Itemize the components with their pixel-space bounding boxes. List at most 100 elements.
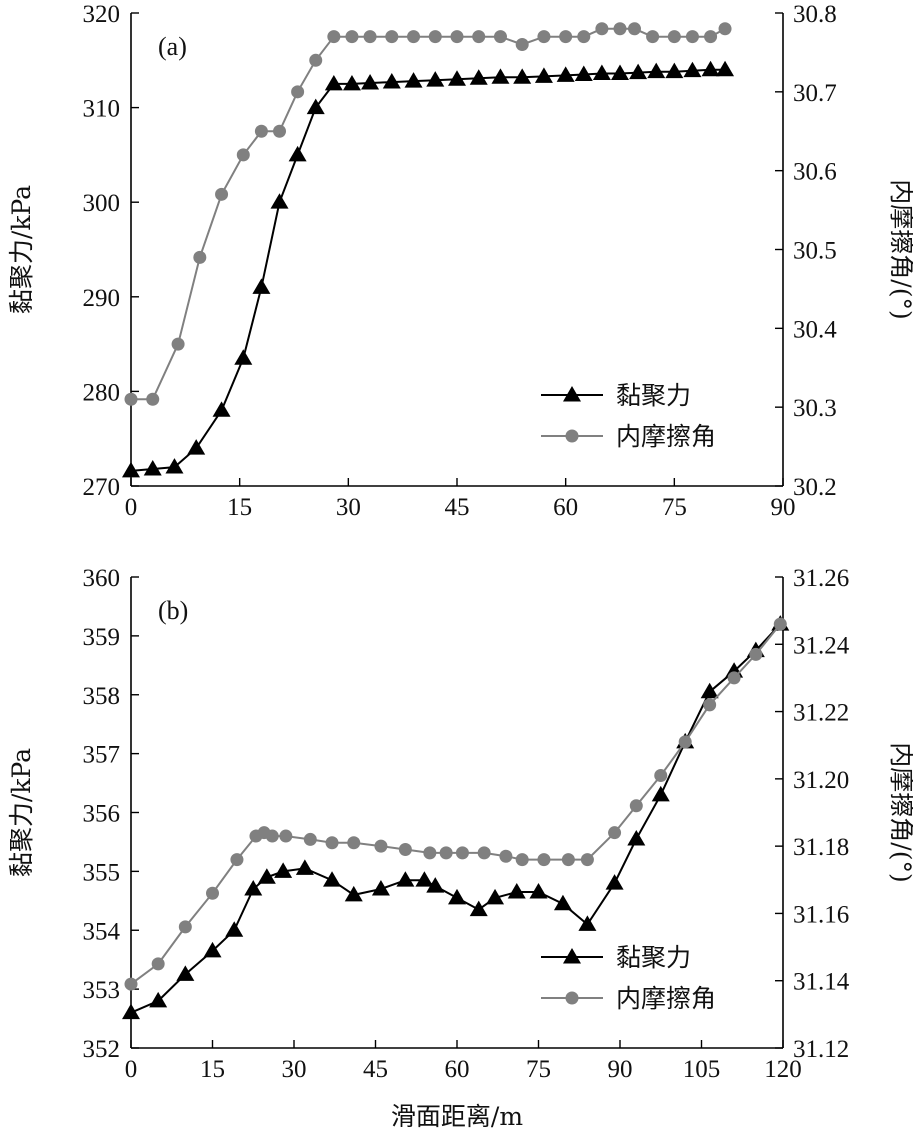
y-axis-title-left: 黏聚力/kPa — [7, 185, 36, 314]
y-tick-label-right: 30.4 — [793, 316, 837, 343]
friction-point — [254, 124, 268, 138]
legend-triangle-icon — [563, 386, 581, 402]
cohesion-point — [701, 60, 720, 77]
cohesion-point — [165, 458, 184, 474]
cohesion-point — [426, 71, 445, 87]
cohesion-point — [448, 70, 466, 86]
cohesion-point — [574, 65, 593, 81]
friction-point — [439, 846, 453, 860]
cohesion-point — [257, 868, 276, 884]
friction-point — [608, 826, 622, 840]
x-tick-label: 0 — [125, 494, 138, 521]
friction-point — [646, 30, 660, 44]
friction-point — [472, 30, 486, 44]
legend-label: 黏聚力 — [616, 381, 691, 410]
friction-line — [130, 623, 782, 985]
panel-label: (b) — [158, 596, 188, 625]
friction-point — [477, 846, 491, 860]
cohesion-point — [507, 882, 526, 899]
cohesion-point — [234, 349, 253, 365]
friction-point — [374, 839, 388, 853]
friction-point — [230, 853, 244, 867]
friction-point — [537, 30, 551, 44]
cohesion-point — [534, 67, 553, 83]
cohesion-point — [176, 965, 195, 981]
cohesion-point — [187, 439, 206, 455]
friction-point — [727, 671, 741, 685]
cohesion-point — [647, 62, 666, 79]
y-tick-label-right: 30.3 — [793, 395, 837, 422]
y-tick-label-left: 290 — [83, 285, 121, 312]
friction-point — [595, 22, 609, 36]
friction-point — [171, 337, 185, 351]
x-tick-label: 75 — [526, 1056, 551, 1083]
cohesion-point — [665, 62, 684, 79]
y-axis-title-right: 内摩擦角/(°) — [887, 742, 913, 882]
friction-point — [291, 85, 305, 99]
x-tick-label: 60 — [553, 494, 578, 521]
cohesion-line — [130, 623, 782, 1014]
friction-point — [629, 799, 643, 813]
cohesion-point — [486, 888, 505, 905]
x-tick-label: 60 — [445, 1056, 470, 1083]
y-tick-label-right: 31.18 — [793, 834, 849, 861]
cohesion-point — [426, 877, 445, 893]
cohesion-point — [396, 871, 415, 887]
cohesion-point — [143, 459, 162, 476]
friction-point — [124, 392, 138, 406]
cohesion-point — [683, 61, 702, 78]
cohesion-point — [212, 401, 231, 417]
friction-point — [577, 30, 591, 44]
y-tick-label-right: 31.24 — [793, 632, 850, 659]
x-axis-title: 滑面距离/m — [391, 1102, 523, 1131]
friction-point — [151, 957, 165, 971]
y-tick-label-right: 30.6 — [793, 159, 837, 186]
friction-point — [654, 768, 668, 782]
friction-point — [265, 829, 279, 843]
friction-point — [206, 886, 219, 900]
cohesion-point — [252, 278, 271, 294]
cohesion-point — [716, 60, 735, 77]
x-tick-label: 15 — [200, 1056, 225, 1083]
cohesion-point — [556, 66, 575, 82]
x-tick-label: 30 — [282, 1056, 307, 1083]
cohesion-point — [361, 74, 380, 90]
y-axis-title-left: 黏聚力/kPa — [7, 748, 36, 877]
friction-point — [327, 30, 341, 44]
friction-point — [499, 849, 513, 863]
friction-point — [407, 30, 421, 44]
x-tick-label: 120 — [764, 1056, 802, 1083]
x-tick-label: 90 — [608, 1056, 633, 1083]
y-tick-label-left: 355 — [83, 859, 121, 886]
legend-label: 内摩擦角 — [616, 422, 716, 451]
cohesion-point — [203, 941, 222, 958]
cohesion-point — [270, 193, 289, 209]
friction-point — [193, 250, 207, 264]
friction-point — [273, 124, 287, 138]
friction-point — [580, 853, 594, 867]
cohesion-point — [491, 68, 510, 84]
y-tick-label-left: 357 — [83, 742, 121, 769]
friction-point — [613, 22, 627, 36]
y-tick-label-right: 31.14 — [793, 969, 850, 996]
cohesion-point — [324, 74, 343, 91]
friction-point — [309, 53, 323, 67]
y-tick-label-left: 359 — [83, 624, 121, 651]
y-tick-label-right: 31.26 — [793, 565, 849, 592]
friction-point — [236, 148, 250, 162]
cohesion-point — [469, 69, 488, 85]
y-tick-label-left: 310 — [83, 96, 121, 123]
cohesion-point — [149, 991, 168, 1008]
cohesion-point — [553, 894, 572, 911]
cohesion-point — [323, 871, 342, 887]
cohesion-point — [288, 145, 307, 162]
cohesion-point — [469, 900, 488, 917]
friction-point — [363, 30, 377, 44]
y-tick-label-right: 31.22 — [793, 700, 849, 727]
friction-point — [561, 853, 575, 867]
y-tick-label-left: 270 — [83, 474, 121, 501]
friction-point — [749, 647, 763, 661]
friction-point — [146, 392, 160, 406]
friction-point — [428, 30, 442, 44]
